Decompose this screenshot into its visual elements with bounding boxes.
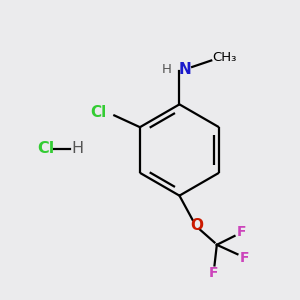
Text: F: F bbox=[239, 251, 249, 265]
Text: H: H bbox=[72, 141, 84, 156]
Text: CH₃: CH₃ bbox=[212, 51, 237, 64]
Text: O: O bbox=[190, 218, 204, 232]
Text: F: F bbox=[209, 266, 219, 280]
Text: H: H bbox=[162, 63, 172, 76]
Text: Cl: Cl bbox=[37, 141, 54, 156]
Text: F: F bbox=[236, 225, 246, 239]
Text: N: N bbox=[178, 62, 191, 77]
Text: Cl: Cl bbox=[90, 105, 106, 120]
